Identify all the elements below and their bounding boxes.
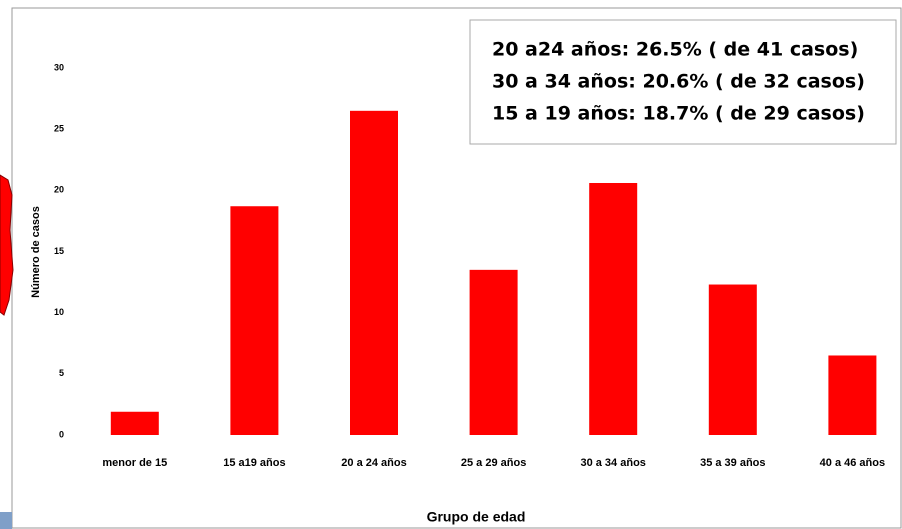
x-tick-label: 20 a 24 años — [341, 457, 406, 469]
x-axis-label: Grupo de edad — [427, 509, 526, 525]
annotation: 15 a 19 años: 18.7% ( de 29 casos) — [492, 103, 865, 125]
x-tick-label: 30 a 34 años — [580, 457, 645, 469]
x-tick-label: 25 a 29 años — [461, 457, 526, 469]
y-axis-label: Número de casos — [30, 206, 42, 298]
bar — [589, 182, 638, 435]
x-tick-label: 35 a 39 años — [700, 457, 765, 469]
y-tick-label: 20 — [54, 185, 64, 195]
bar — [708, 284, 757, 435]
annotation: 20 a24 años: 26.5% ( de 41 casos) — [492, 39, 858, 61]
y-tick-label: 0 — [59, 429, 64, 439]
x-tick-label: menor de 15 — [102, 457, 167, 469]
y-tick-label: 10 — [54, 307, 64, 317]
y-tick-label: 25 — [54, 124, 64, 134]
bar — [828, 355, 877, 435]
bar — [350, 110, 398, 436]
x-tick-label: 15 a19 años — [223, 457, 285, 469]
bar — [110, 411, 159, 435]
y-tick-label: 5 — [59, 368, 64, 378]
bar — [230, 206, 279, 435]
x-tick-label: 40 a 46 años — [820, 457, 885, 469]
bar — [469, 269, 518, 435]
y-tick-label: 30 — [54, 62, 64, 72]
y-tick-label: 15 — [54, 246, 64, 256]
corner-strip — [0, 512, 12, 529]
annotation: 30 a 34 años: 20.6% ( de 32 casos) — [492, 71, 865, 93]
side-shape — [0, 174, 14, 316]
annotation-box — [469, 19, 897, 145]
